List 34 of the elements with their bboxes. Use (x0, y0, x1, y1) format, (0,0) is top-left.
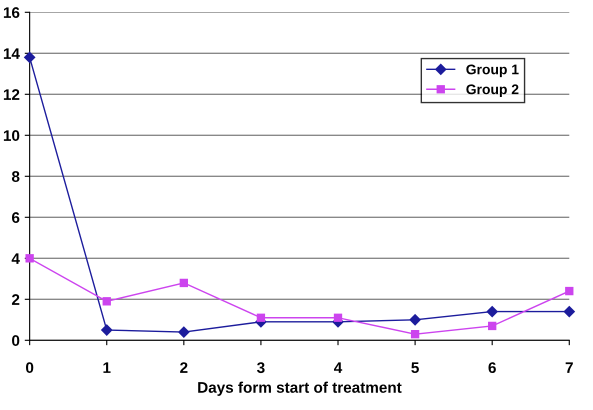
point (102, 297, 111, 306)
point (409, 314, 421, 326)
y-tick-label: 10 (4, 130, 20, 141)
y-tick-label: 4 (12, 253, 20, 264)
point (25, 254, 34, 262)
x-tick-label: 6 (488, 362, 496, 374)
point (101, 324, 112, 336)
point (180, 278, 188, 288)
point (256, 314, 266, 322)
y-tick-label: 12 (4, 89, 20, 100)
point (488, 322, 496, 330)
x-tick-label: 5 (411, 362, 419, 374)
point (565, 286, 574, 296)
y-tick-label: 6 (12, 212, 20, 223)
x-tick-label: 2 (180, 362, 188, 373)
y-tick-label: 0 (12, 335, 20, 346)
x-tick-label: 7 (566, 362, 573, 373)
x-tick-label: 3 (257, 362, 265, 374)
x-tick-label: 1 (103, 362, 111, 373)
point (410, 330, 420, 338)
legend-label: Group 1 (466, 64, 519, 78)
point (24, 52, 36, 64)
x-tick-label: 0 (26, 362, 34, 374)
x-axis-title: Days form start of treatment (198, 382, 402, 396)
legend-label: Group 2 (466, 84, 518, 97)
point (334, 314, 342, 322)
point (564, 306, 575, 318)
x-tick-label: 4 (334, 362, 342, 373)
y-tick-label: 16 (4, 7, 20, 18)
point (486, 306, 498, 318)
y-tick-label: 8 (12, 171, 20, 182)
y-tick-label: 14 (4, 48, 20, 59)
point (178, 326, 190, 338)
y-tick-label: 2 (12, 294, 20, 305)
